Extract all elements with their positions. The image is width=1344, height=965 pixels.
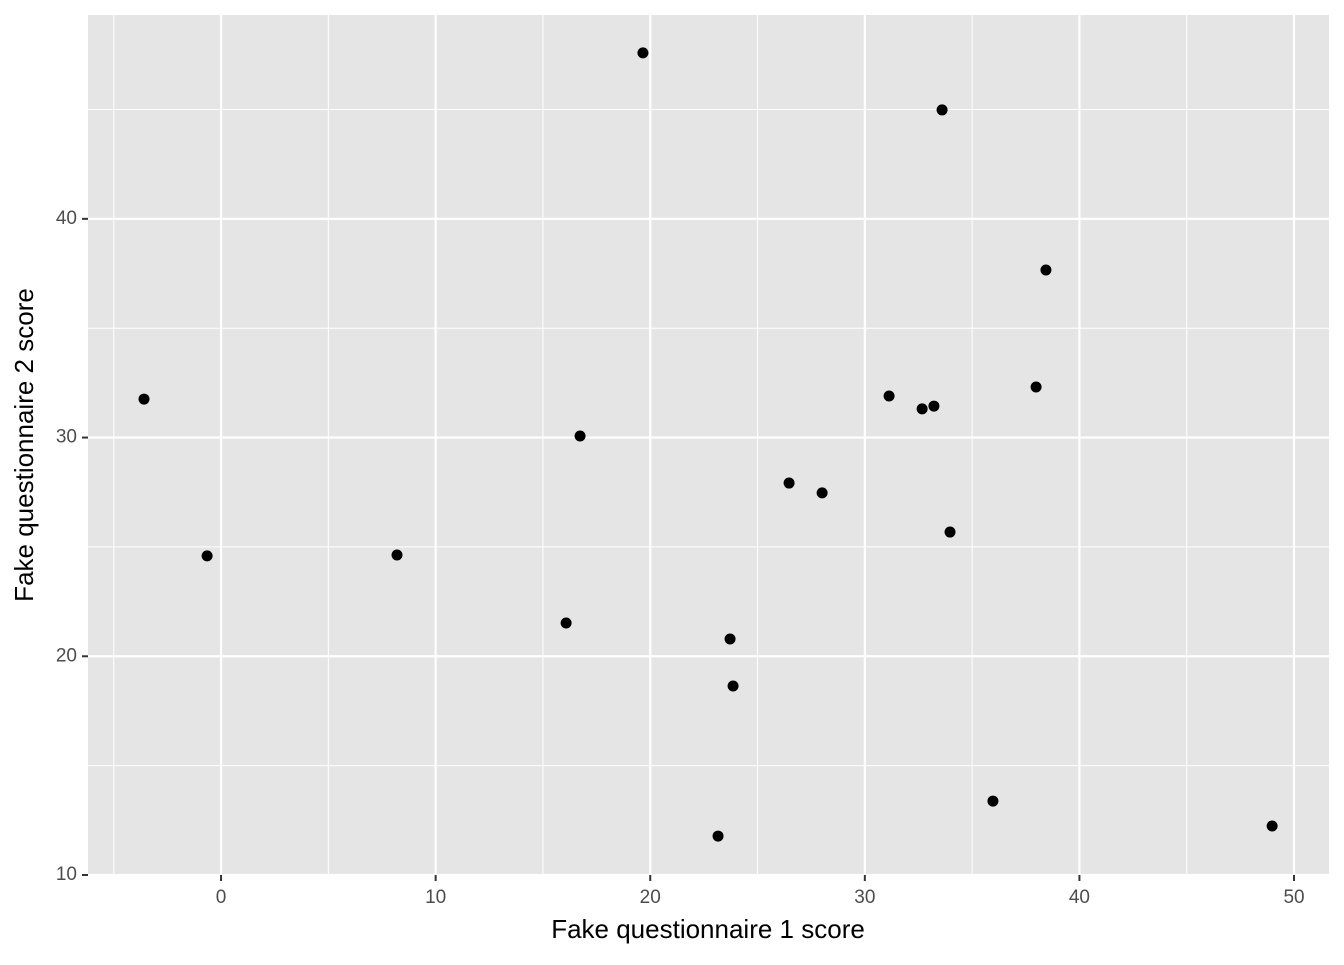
point [1040,264,1052,276]
x-tick-label: 20 [640,887,661,908]
x-axis-title: Fake questionnaire 1 score [551,914,865,944]
point [727,680,739,692]
marks [138,47,1278,842]
point [712,830,724,842]
point [916,403,928,415]
y-axis-title: Fake questionnaire 2 score [9,288,39,602]
point [987,795,999,807]
point [574,430,586,442]
point [138,393,150,405]
point [724,633,736,645]
x-tick-label: 30 [854,887,875,908]
y-tick-label: 30 [56,427,77,448]
point [560,617,572,629]
y-tick-label: 10 [56,864,77,885]
x-tick-label: 40 [1069,887,1090,908]
point [391,549,403,561]
point [1266,820,1278,832]
y-tick-label: 40 [56,208,77,229]
point [944,526,956,538]
point [783,477,795,489]
point [637,47,649,59]
x-tick-label: 0 [216,887,227,908]
point [928,400,940,412]
x-tick-label: 10 [425,887,446,908]
point [936,104,948,116]
panel [88,15,1329,875]
x-tick-label: 50 [1283,887,1304,908]
y-tick-label: 20 [56,645,77,666]
point [201,550,213,562]
grid [88,15,1329,877]
point [883,390,895,402]
point [1030,381,1042,393]
point [816,487,828,499]
